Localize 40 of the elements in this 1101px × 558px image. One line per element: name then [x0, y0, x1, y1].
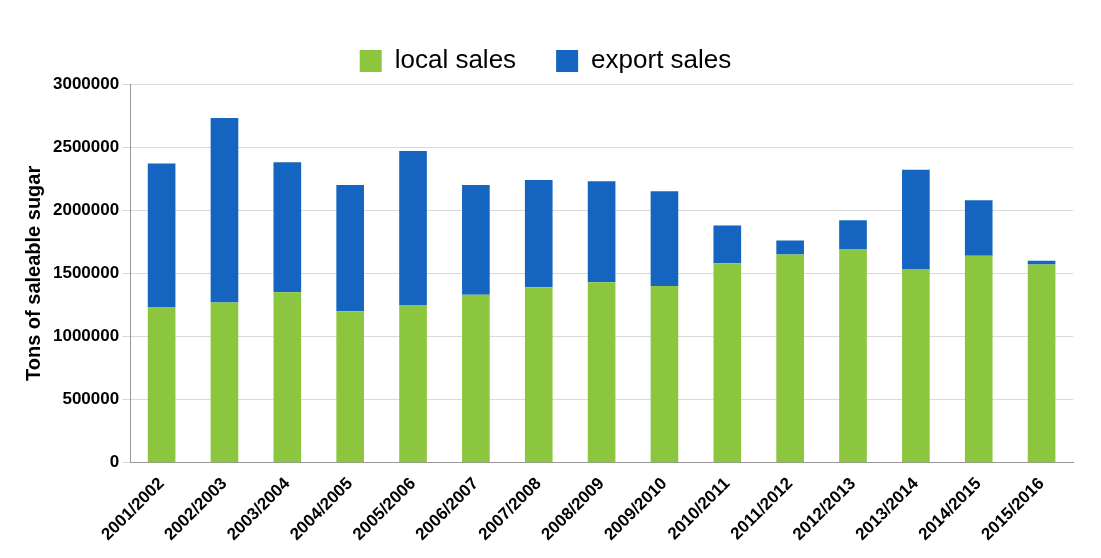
bar	[462, 294, 490, 463]
bar	[650, 191, 679, 286]
bar	[147, 163, 176, 308]
bar	[902, 269, 930, 463]
y-tick-label: 3000000	[52, 73, 120, 93]
legend-label: local sales	[394, 44, 517, 75]
bar	[399, 304, 427, 463]
bar	[839, 249, 867, 463]
bar	[1027, 264, 1056, 463]
bar	[776, 254, 804, 463]
y-tick-label: 500000	[62, 389, 120, 409]
bar	[210, 118, 239, 303]
bar	[336, 185, 364, 312]
bar	[524, 287, 553, 463]
bar	[273, 292, 302, 463]
legend-label: export sales	[591, 44, 732, 75]
bar	[336, 311, 364, 463]
bar	[964, 255, 993, 463]
y-tick-label: 2000000	[52, 199, 120, 219]
y-tick-label: 0	[109, 452, 120, 472]
bar	[462, 185, 490, 295]
y-axis-title: Tons of saleable sugar	[21, 165, 44, 381]
bar	[650, 286, 679, 463]
bar	[776, 240, 804, 255]
y-tick-label: 1500000	[52, 263, 120, 283]
bar	[273, 162, 302, 293]
bar	[399, 150, 427, 305]
bar	[147, 307, 176, 463]
bar	[839, 220, 867, 250]
bar	[524, 179, 553, 288]
y-tick-label: 1000000	[52, 326, 120, 346]
bar	[1027, 260, 1056, 265]
bar	[964, 200, 993, 256]
bar	[902, 169, 930, 270]
bar	[210, 302, 239, 463]
bar	[713, 263, 742, 463]
y-tick-label: 2500000	[52, 136, 120, 156]
bar	[587, 282, 616, 463]
bar	[587, 181, 616, 283]
bar	[713, 225, 742, 264]
